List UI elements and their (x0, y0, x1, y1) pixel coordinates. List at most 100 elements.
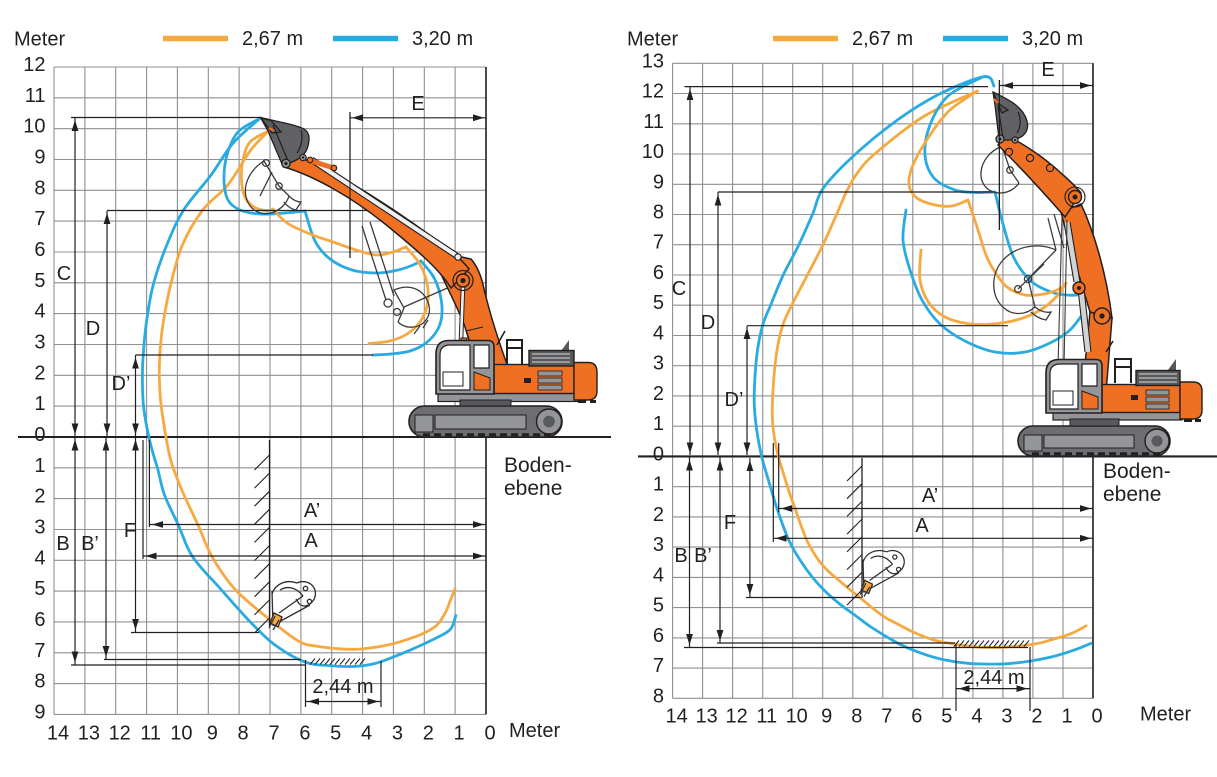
svg-text:E: E (1041, 59, 1054, 81)
svg-text:6: 6 (911, 706, 922, 728)
svg-text:4: 4 (34, 547, 45, 569)
svg-text:F: F (724, 512, 736, 534)
svg-text:2: 2 (34, 486, 45, 508)
svg-text:11: 11 (25, 85, 46, 107)
svg-text:2: 2 (423, 722, 434, 744)
svg-text:0: 0 (484, 722, 495, 744)
svg-text:10: 10 (786, 706, 808, 728)
svg-text:Meter: Meter (14, 29, 65, 51)
svg-text:7: 7 (653, 655, 664, 677)
svg-text:7: 7 (34, 640, 45, 662)
svg-text:5: 5 (941, 706, 952, 728)
svg-text:D: D (701, 312, 715, 334)
svg-text:4: 4 (361, 722, 372, 744)
svg-text:6: 6 (299, 722, 310, 744)
svg-text:2,67 m: 2,67 m (242, 28, 303, 50)
svg-text:11: 11 (756, 706, 777, 728)
svg-text:B: B (56, 533, 69, 555)
svg-text:2: 2 (653, 383, 664, 405)
svg-text:9: 9 (653, 171, 664, 193)
svg-text:A: A (304, 530, 318, 552)
svg-text:2,44 m: 2,44 m (312, 676, 373, 698)
svg-text:1: 1 (653, 474, 664, 496)
svg-text:Boden-: Boden- (504, 454, 572, 477)
svg-text:5: 5 (34, 270, 45, 292)
svg-text:D: D (86, 318, 100, 340)
svg-text:B’: B’ (694, 545, 712, 567)
svg-text:ebene: ebene (504, 477, 562, 500)
svg-text:Meter: Meter (1140, 704, 1191, 726)
svg-text:8: 8 (653, 685, 664, 707)
svg-text:C: C (57, 263, 71, 285)
svg-text:0: 0 (1091, 706, 1102, 728)
svg-text:C: C (672, 278, 686, 300)
svg-text:D’: D’ (725, 389, 744, 411)
svg-text:Boden-: Boden- (1103, 460, 1171, 483)
svg-text:7: 7 (34, 208, 45, 230)
svg-text:4: 4 (34, 301, 45, 323)
svg-text:5: 5 (34, 578, 45, 600)
svg-text:3: 3 (392, 722, 403, 744)
svg-text:6: 6 (34, 239, 45, 261)
svg-text:13: 13 (642, 50, 664, 72)
svg-text:3: 3 (653, 534, 664, 556)
svg-text:11: 11 (643, 111, 664, 133)
svg-text:12: 12 (109, 722, 131, 744)
svg-text:0: 0 (653, 443, 664, 465)
svg-text:6: 6 (653, 625, 664, 647)
svg-text:2: 2 (34, 362, 45, 384)
svg-text:11: 11 (140, 722, 161, 744)
svg-text:2: 2 (653, 504, 664, 526)
svg-text:3,20 m: 3,20 m (1022, 28, 1083, 50)
svg-text:2,67 m: 2,67 m (852, 28, 913, 50)
svg-text:8: 8 (34, 671, 45, 693)
svg-text:7: 7 (268, 722, 279, 744)
svg-text:4: 4 (653, 564, 664, 586)
svg-text:7: 7 (881, 706, 892, 728)
svg-text:8: 8 (34, 177, 45, 199)
svg-text:Meter: Meter (509, 720, 560, 742)
svg-text:A’: A’ (304, 500, 320, 522)
svg-text:ebene: ebene (1103, 483, 1161, 506)
svg-text:3: 3 (653, 353, 664, 375)
svg-text:6: 6 (34, 609, 45, 631)
svg-text:1: 1 (454, 722, 465, 744)
svg-text:1: 1 (1061, 706, 1072, 728)
svg-text:9: 9 (821, 706, 832, 728)
svg-text:14: 14 (665, 706, 687, 728)
svg-text:1: 1 (653, 413, 664, 435)
svg-text:B: B (674, 545, 687, 567)
svg-text:10: 10 (170, 722, 192, 744)
svg-text:E: E (411, 93, 424, 115)
svg-text:8: 8 (653, 202, 664, 224)
svg-text:4: 4 (653, 323, 664, 345)
svg-text:13: 13 (78, 722, 100, 744)
svg-text:3,20 m: 3,20 m (412, 28, 473, 50)
svg-text:7: 7 (653, 232, 664, 254)
svg-text:14: 14 (47, 722, 69, 744)
svg-text:9: 9 (207, 722, 218, 744)
svg-text:2: 2 (1031, 706, 1042, 728)
svg-text:3: 3 (34, 332, 45, 354)
svg-text:5: 5 (653, 595, 664, 617)
svg-text:12: 12 (23, 54, 45, 76)
svg-text:8: 8 (851, 706, 862, 728)
svg-text:0: 0 (34, 424, 45, 446)
svg-text:12: 12 (725, 706, 747, 728)
svg-text:4: 4 (971, 706, 982, 728)
svg-text:A: A (915, 515, 929, 537)
svg-text:10: 10 (23, 116, 45, 138)
svg-text:6: 6 (653, 262, 664, 284)
svg-text:D’: D’ (112, 373, 131, 395)
svg-text:9: 9 (34, 147, 45, 169)
svg-text:1: 1 (34, 455, 45, 477)
svg-text:3: 3 (1001, 706, 1012, 728)
svg-text:B’: B’ (81, 533, 99, 555)
svg-text:3: 3 (34, 517, 45, 539)
svg-text:A’: A’ (922, 485, 938, 507)
svg-text:5: 5 (330, 722, 341, 744)
svg-text:10: 10 (642, 141, 664, 163)
svg-text:5: 5 (653, 292, 664, 314)
svg-text:2,44 m: 2,44 m (963, 667, 1024, 689)
svg-text:F: F (124, 520, 136, 542)
